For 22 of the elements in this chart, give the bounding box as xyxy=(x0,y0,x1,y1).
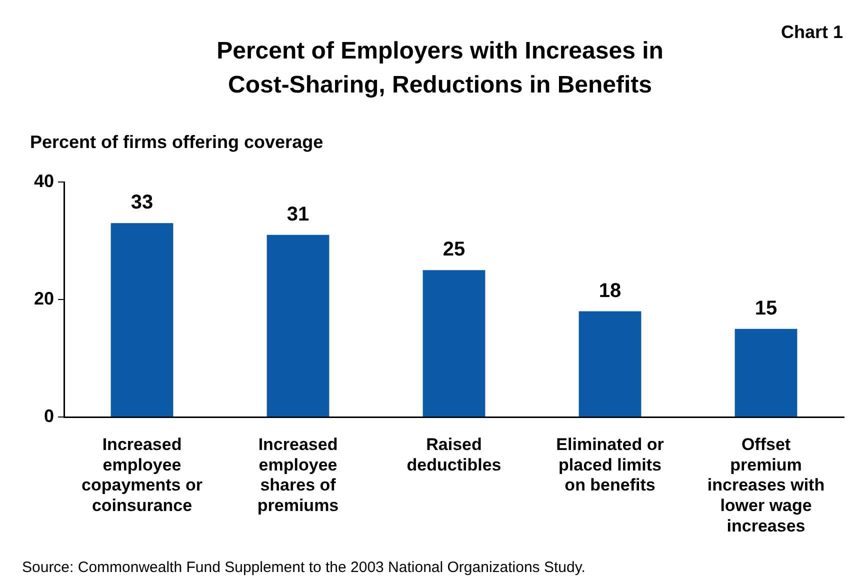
x-tick-label: Eliminated or placed limits on benefits xyxy=(556,434,664,495)
data-label: 31 xyxy=(286,203,310,226)
source-note: Source: Commonwealth Fund Supplement to the 2003 National Organizations Study. xyxy=(22,559,586,576)
y-axis-title: Percent of firms offering coverage xyxy=(30,132,324,152)
y-tick-label: 20 xyxy=(34,288,54,308)
bar xyxy=(266,234,330,416)
chart-title: Percent of Employers with Increases in Cost-Sharing, Reductions in Benefits xyxy=(216,38,664,99)
bar xyxy=(110,223,174,416)
data-label: 15 xyxy=(754,297,778,320)
data-label: 33 xyxy=(130,192,154,214)
bar xyxy=(734,328,798,416)
x-tick-label: Increased employee copayments or coinsurance xyxy=(82,434,203,516)
y-tick-label: 0 xyxy=(44,406,54,426)
x-tick-label: Raised deductibles xyxy=(406,434,502,474)
x-tick-label: Increased employee shares of premiums xyxy=(257,434,339,516)
data-label: 18 xyxy=(598,280,622,302)
bar xyxy=(578,311,642,416)
bar xyxy=(422,270,486,416)
x-tick-label: Offset premium increases with lower wage increases xyxy=(707,434,825,536)
y-tick-label: 40 xyxy=(34,170,54,191)
data-label: 25 xyxy=(442,238,466,261)
caption: Chart 1 xyxy=(780,22,843,42)
